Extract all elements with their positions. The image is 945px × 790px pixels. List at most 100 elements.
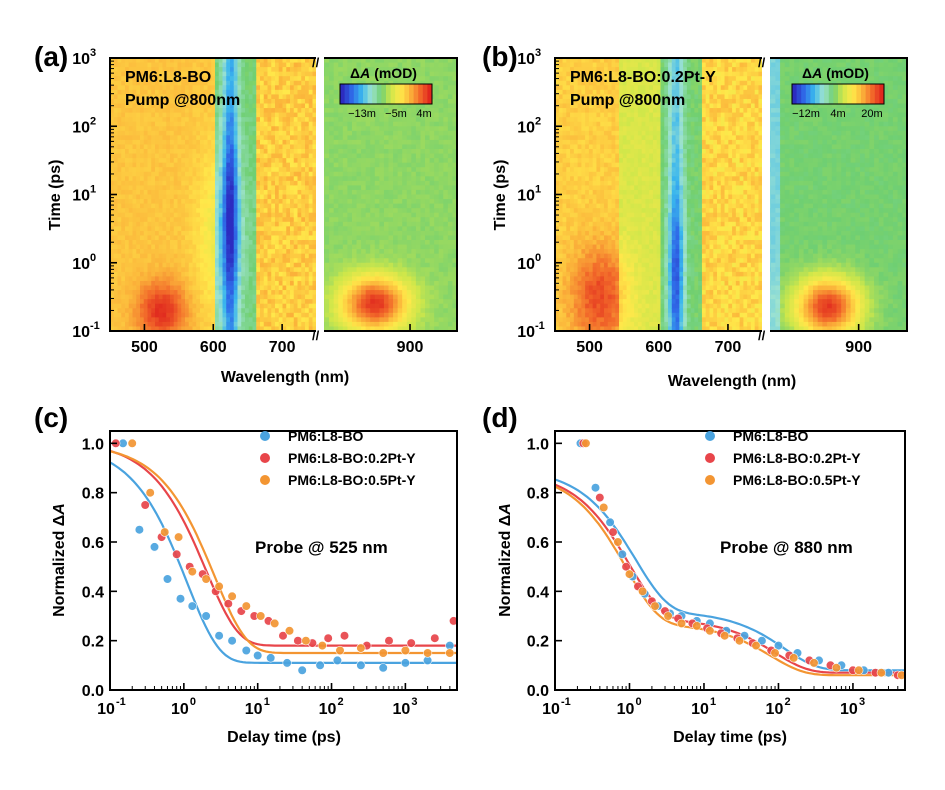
heatmap-cell bbox=[241, 221, 246, 227]
heatmap-cell bbox=[162, 326, 167, 331]
heatmap-cell bbox=[338, 67, 344, 73]
heatmap-cell bbox=[434, 217, 440, 223]
heatmap-cell bbox=[245, 58, 250, 64]
heatmap-cell bbox=[211, 117, 216, 123]
heatmap-cell bbox=[207, 80, 212, 86]
heatmap-cell bbox=[301, 58, 306, 64]
heatmap-cell bbox=[308, 108, 314, 114]
heatmap-cell bbox=[177, 112, 182, 118]
heatmap-cell bbox=[402, 240, 408, 246]
heatmap-cell bbox=[278, 271, 284, 277]
heatmap-cell bbox=[245, 212, 250, 218]
heatmap-cell bbox=[207, 235, 212, 241]
heatmap-cell bbox=[406, 149, 412, 155]
heatmap-cell bbox=[365, 249, 371, 255]
heatmap-cell bbox=[166, 280, 171, 287]
heatmap-cell bbox=[361, 262, 367, 268]
heatmap-cell bbox=[188, 85, 194, 91]
heatmap-cell bbox=[443, 98, 449, 105]
heatmap-cell bbox=[121, 253, 126, 259]
heatmap-cell bbox=[162, 262, 167, 268]
heatmap-cell bbox=[286, 303, 291, 309]
heatmap-cell bbox=[237, 139, 242, 146]
heatmap-cell bbox=[271, 317, 276, 323]
heatmap-cell bbox=[233, 108, 239, 114]
heatmap-cell bbox=[282, 85, 287, 91]
heatmap-cell bbox=[248, 185, 254, 191]
heatmap-cell bbox=[200, 280, 205, 287]
heatmap-cell bbox=[388, 258, 394, 264]
heatmap-cell bbox=[143, 130, 149, 136]
heatmap-cell bbox=[252, 153, 257, 159]
heatmap-cell bbox=[196, 253, 201, 259]
heatmap-cell bbox=[158, 126, 164, 132]
heatmap-cell bbox=[402, 235, 408, 241]
heatmap-cell bbox=[260, 153, 265, 159]
heatmap-cell bbox=[293, 253, 299, 259]
heatmap-cell bbox=[140, 244, 145, 250]
heatmap-cell bbox=[177, 126, 182, 132]
heatmap-cell bbox=[230, 258, 235, 264]
heatmap-cell bbox=[237, 267, 242, 273]
heatmap-cell bbox=[329, 262, 335, 268]
heatmap-cell bbox=[342, 253, 348, 259]
heatmap-cell bbox=[155, 262, 160, 268]
heatmap-cell bbox=[110, 253, 115, 259]
heatmap-cell bbox=[170, 62, 175, 68]
heatmap-cell bbox=[351, 317, 358, 323]
heatmap-cell bbox=[233, 189, 239, 196]
heatmap-cell bbox=[140, 130, 145, 136]
heatmap-cell bbox=[151, 126, 156, 132]
heatmap-cell bbox=[256, 240, 261, 246]
heatmap-cell bbox=[245, 189, 250, 196]
heatmap-cell bbox=[203, 144, 209, 150]
heatmap-cell bbox=[117, 271, 122, 277]
heatmap-cell bbox=[429, 267, 435, 273]
heatmap-cell bbox=[324, 80, 330, 86]
heatmap-cell bbox=[397, 221, 403, 227]
heatmap-cell bbox=[324, 58, 330, 64]
heatmap-cell bbox=[170, 194, 175, 200]
heatmap-cell bbox=[113, 294, 119, 300]
heatmap-cell bbox=[151, 108, 156, 114]
heatmap-cell bbox=[312, 244, 317, 250]
heatmap-cell bbox=[263, 271, 269, 277]
heatmap-cell bbox=[200, 199, 205, 205]
heatmap-cell bbox=[136, 217, 141, 223]
heatmap-cell bbox=[342, 303, 348, 309]
heatmap-cell bbox=[147, 167, 152, 173]
heatmap-cell bbox=[312, 76, 317, 82]
heatmap-cell bbox=[192, 80, 197, 86]
heatmap-cell bbox=[252, 167, 257, 173]
heatmap-cell bbox=[312, 189, 317, 196]
heatmap-cell bbox=[420, 189, 426, 196]
heatmap-cell bbox=[110, 271, 115, 277]
heatmap-cell bbox=[365, 271, 371, 277]
heatmap-cell bbox=[438, 312, 444, 318]
heatmap-cell bbox=[347, 171, 353, 177]
heatmap-cell bbox=[420, 240, 426, 246]
heatmap-cell bbox=[196, 285, 201, 291]
heatmap-cell bbox=[200, 112, 205, 118]
heatmap-cell bbox=[173, 280, 179, 287]
heatmap-cell bbox=[260, 121, 265, 127]
heatmap-cell bbox=[121, 230, 126, 237]
heatmap-cell bbox=[173, 126, 179, 132]
heatmap-cell bbox=[361, 208, 367, 214]
heatmap-cell bbox=[215, 189, 220, 196]
heatmap-cell bbox=[420, 185, 426, 191]
heatmap-cell bbox=[271, 221, 276, 227]
heatmap-cell bbox=[162, 308, 167, 314]
heatmap-cell bbox=[260, 212, 265, 218]
heatmap-cell bbox=[370, 121, 376, 127]
heatmap-cell bbox=[192, 249, 197, 255]
heatmap-cell bbox=[113, 312, 119, 318]
heatmap-cell bbox=[271, 253, 276, 259]
heatmap-cell bbox=[215, 208, 220, 214]
heatmap-cell bbox=[356, 321, 362, 328]
heatmap-cell bbox=[393, 212, 399, 218]
heatmap-cell bbox=[192, 171, 197, 177]
heatmap-cell bbox=[329, 294, 335, 300]
heatmap-cell bbox=[324, 280, 330, 287]
heatmap-cell bbox=[434, 290, 440, 296]
